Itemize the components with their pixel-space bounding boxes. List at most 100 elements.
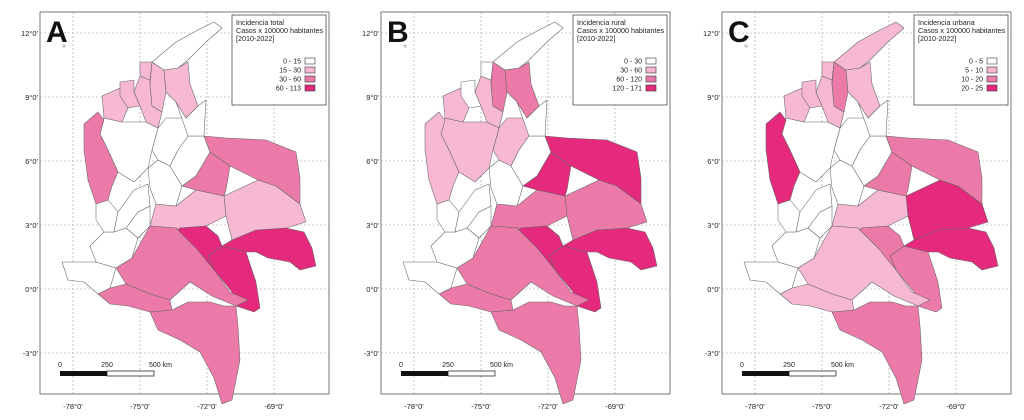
island-marker [744,44,748,48]
department-cesar [504,61,540,119]
longitude-tick-label: -72°0' [879,402,899,411]
panel-c: 12°0' 9°0' 6°0' 3°0' 0°0' -3°0' -78°0' -75°0' -7… [703,11,1012,411]
legend-swatch [304,66,316,74]
department-arauca [885,135,983,205]
island-marker [62,44,66,48]
legend-swatch [304,84,316,92]
colombia-map [402,21,658,405]
department-cesar [163,61,199,119]
panel-letter: A [46,16,68,49]
latitude-tick-label: 6°0' [707,157,720,166]
department-santander [833,117,871,167]
legend-swatch [986,57,998,65]
department-amazonas [490,301,582,405]
scale-bar-label: 500 km [490,362,513,369]
legend-swatch [304,57,316,65]
department-tolima [454,183,492,233]
legend-class-label: 30 - 60 [620,68,642,75]
legend-class-label: 120 - 171 [612,86,642,93]
department-casanare [181,151,231,197]
legend-swatch [986,84,998,92]
department-arauca [203,135,301,205]
department-atlantico [139,61,153,81]
panel-b: 12°0' 9°0' 6°0' 3°0' 0°0' -3°0' -78°0' -75°0' -7… [362,11,671,411]
legend-class-label: 20 - 25 [961,86,983,93]
legend-swatch [986,66,998,74]
legend-class-label: 15 - 30 [279,68,301,75]
legend-class-label: 0 - 5 [969,59,983,66]
department-putumayo [438,283,514,313]
scale-bar: 0 250 500 km [58,362,172,377]
legend-class-label: 60 - 120 [616,77,642,84]
island-marker [403,44,407,48]
legend-swatch [645,66,657,74]
department-tolima [113,183,151,233]
department-casanare [863,151,913,197]
scale-bar-label: 250 [783,362,795,369]
scale-bar-label: 250 [442,362,454,369]
longitude-tick-label: -78°0' [404,402,424,411]
longitude-tick-label: -72°0' [538,402,558,411]
department-choco [424,111,460,205]
scale-bar: 0 250 500 km [399,362,513,377]
legend-swatch [304,75,316,83]
department-santander [151,117,189,167]
scale-bar-label: 250 [101,362,113,369]
legend-swatch [645,84,657,92]
legend-title-line: [2010-2022] [577,34,615,43]
latitude-tick-label: 9°0' [366,93,379,102]
department-tolima [795,183,833,233]
scale-bar-label: 500 km [149,362,172,369]
colombia-map [61,21,317,405]
department-casanare [522,151,572,197]
latitude-tick-label: -3°0' [705,349,721,358]
latitude-tick-label: 12°0' [362,29,380,38]
legend-title-line: Incidencia urbana [918,18,975,27]
latitude-tick-label: 12°0' [21,29,39,38]
legend-class-label: 5 - 10 [965,68,983,75]
legend-swatch [986,75,998,83]
department-putumayo [779,283,855,313]
latitude-tick-label: 9°0' [707,93,720,102]
panel-letter: C [728,16,750,49]
department-cesar [845,61,881,119]
legend-title-line: [2010-2022] [918,34,956,43]
department-guajira [492,21,564,71]
latitude-tick-label: 3°0' [707,221,720,230]
department-guajira [833,21,905,71]
longitude-tick-label: -75°0' [812,402,832,411]
legend-title-line: Incidencia rural [577,18,626,27]
department-choco [765,111,801,205]
longitude-tick-label: -78°0' [745,402,765,411]
legend-title-line: Casos x 100000 habitantes [577,26,665,35]
longitude-tick-label: -78°0' [63,402,83,411]
department-guajira [151,21,223,71]
legend-title-line: Casos x 100000 habitantes [236,26,324,35]
latitude-tick-label: 6°0' [366,157,379,166]
longitude-tick-label: -72°0' [197,402,217,411]
latitude-tick-label: -3°0' [364,349,380,358]
latitude-tick-label: 0°0' [25,285,38,294]
department-choco [83,111,119,205]
latitude-tick-label: 0°0' [707,285,720,294]
latitude-tick-label: 12°0' [703,29,721,38]
department-amazonas [831,301,923,405]
latitude-tick-label: 9°0' [25,93,38,102]
panel-letter: B [387,16,409,49]
legend-class-label: 10 - 20 [961,77,983,84]
latitude-tick-label: 0°0' [366,285,379,294]
legend-class-label: 30 - 60 [279,77,301,84]
scale-bar: 0 250 500 km [740,362,854,377]
legend-title-line: Casos x 100000 habitantes [918,26,1006,35]
scale-bar-label: 0 [399,362,403,369]
scale-bar-label: 500 km [831,362,854,369]
legend-class-label: 0 - 15 [283,59,301,66]
department-putumayo [97,283,173,313]
legend-swatch [645,75,657,83]
longitude-tick-label: -69°0' [264,402,284,411]
longitude-tick-label: -69°0' [946,402,966,411]
scale-bar-label: 0 [58,362,62,369]
